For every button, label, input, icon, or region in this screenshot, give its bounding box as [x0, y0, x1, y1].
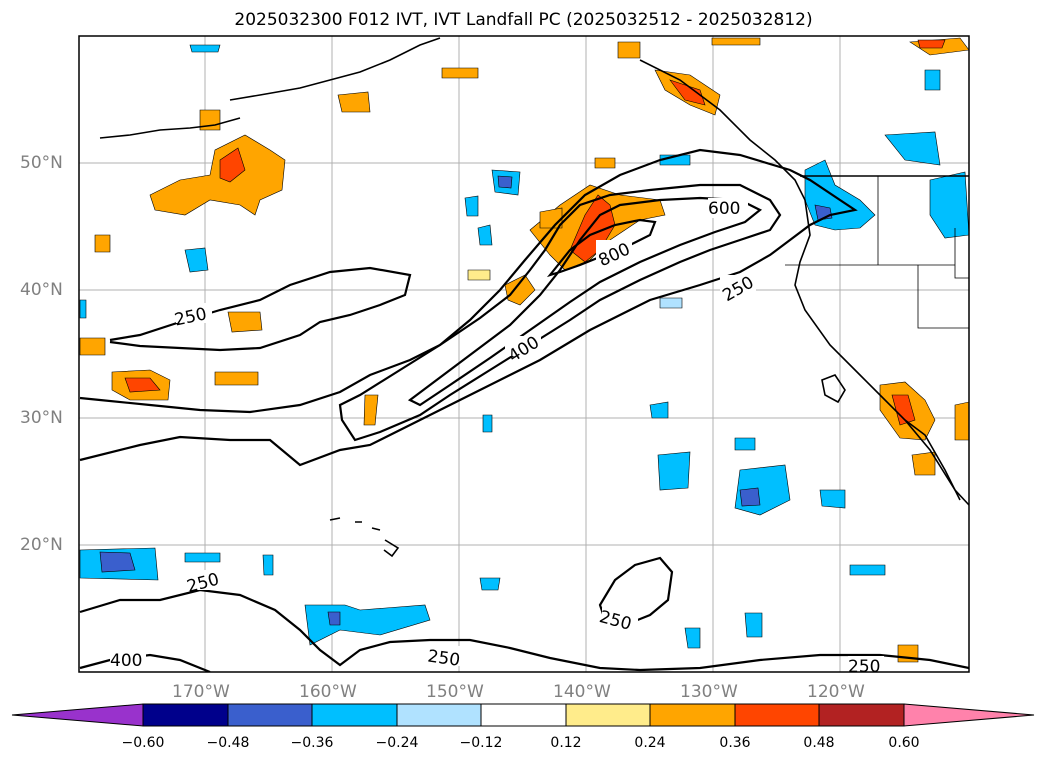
lat-label-20n: 20°N [20, 535, 63, 555]
neg-blob [184, 552, 221, 563]
neg-blob [819, 489, 846, 509]
neg-blob [304, 604, 431, 646]
neg-blob [684, 627, 701, 649]
contour-label: 600 [708, 199, 740, 219]
na-west-coast [639, 59, 969, 506]
positive-anomaly-fills [79, 37, 969, 663]
colorbar-tick: 0.60 [888, 735, 920, 751]
pos-blob [569, 194, 616, 263]
neg-blob [739, 487, 761, 507]
aleutian-islands [99, 117, 241, 139]
neg-blob [497, 175, 513, 189]
colorbar-tick: −0.48 [206, 735, 250, 751]
colorbar [11, 703, 1035, 727]
lon-label-160w: 160°W [299, 682, 357, 702]
lon-label-120w: 120°W [807, 682, 865, 702]
neg-blob [464, 195, 479, 217]
neg-blob [657, 451, 691, 491]
pos-blob [954, 401, 969, 441]
guadalupe-island [821, 374, 846, 404]
neg-blob [482, 414, 493, 433]
neg-blob [477, 224, 493, 246]
pos-blob [917, 39, 946, 49]
ivt-contours [79, 148, 969, 672]
colorbar-tick: −0.12 [459, 735, 503, 751]
neg-blob [189, 44, 221, 53]
colorbar-min-arrow [11, 703, 144, 727]
colorbar-tick: −0.36 [290, 735, 334, 751]
pos-blob [467, 269, 491, 281]
ivt-contour-250-south [79, 588, 969, 672]
contour-label: 250 [426, 647, 461, 671]
negative-anomaly-fills [79, 44, 969, 649]
pos-blob [124, 377, 161, 393]
colorbar-tick: 0.36 [719, 735, 751, 751]
pos-blob [617, 41, 641, 59]
pos-blob [594, 157, 616, 169]
contour-labels: 250 250 250 250 250 250 400 400 600 800 [110, 198, 884, 677]
colorbar-tick: 0.48 [803, 735, 835, 751]
lat-label-50n: 50°N [20, 153, 63, 173]
pos-blob [94, 234, 111, 253]
lon-label-130w: 130°W [680, 682, 738, 702]
colorbar-tick: 0.12 [550, 735, 582, 751]
colorbar-tick: −0.60 [121, 735, 165, 751]
lon-label-150w: 150°W [426, 682, 484, 702]
pos-blob [149, 134, 286, 216]
pos-blob [441, 67, 479, 79]
pos-blob [711, 37, 761, 46]
contour-label: 400 [110, 651, 142, 671]
pos-blob [227, 311, 263, 333]
neg-blob [479, 577, 501, 591]
neg-blob [327, 611, 341, 626]
pos-blob [911, 451, 936, 476]
map-title: 2025032300 F012 IVT, IVT Landfall PC (20… [234, 10, 813, 30]
lat-label-30n: 30°N [20, 408, 63, 428]
pos-blob [219, 147, 246, 183]
pos-blob [337, 91, 371, 113]
ivt-contour-400-south [79, 653, 211, 672]
ivt-contour-250-north [109, 266, 412, 352]
coastlines [99, 37, 969, 558]
colorbar-max-arrow [903, 703, 1035, 727]
colorbar-tick: −0.24 [375, 735, 419, 751]
pos-blob [214, 371, 259, 386]
neg-blob [884, 131, 941, 166]
neg-blob [849, 564, 886, 576]
ivt-contour-250-main [79, 148, 858, 467]
neg-blob [184, 247, 209, 273]
neg-blob [924, 69, 941, 91]
colorbar-tick: 0.24 [634, 735, 666, 751]
lon-label-170w: 170°W [172, 682, 230, 702]
neg-blob [79, 299, 87, 319]
neg-blob [929, 171, 969, 239]
neg-blob [734, 437, 756, 451]
lat-label-40n: 40°N [20, 280, 63, 300]
lon-label-140w: 140°W [553, 682, 611, 702]
alaska-coast [229, 37, 441, 101]
state-borders [785, 176, 969, 329]
neg-blob [744, 612, 763, 638]
map-frame [78, 35, 970, 673]
neg-blob [99, 551, 136, 573]
baja-peninsula [904, 419, 961, 501]
neg-blob [659, 297, 683, 309]
pos-blob [891, 394, 916, 426]
pos-blob [539, 207, 563, 229]
pos-blob [363, 394, 379, 426]
neg-blob [649, 401, 669, 419]
ivt-contour-400 [338, 183, 782, 442]
hawaii-islands [329, 517, 400, 558]
contour-label: 250 [848, 657, 880, 677]
ivt-contour-800 [546, 218, 657, 278]
ivt-contour-600 [407, 196, 763, 407]
neg-blob [262, 554, 274, 576]
pos-blob [79, 337, 106, 356]
